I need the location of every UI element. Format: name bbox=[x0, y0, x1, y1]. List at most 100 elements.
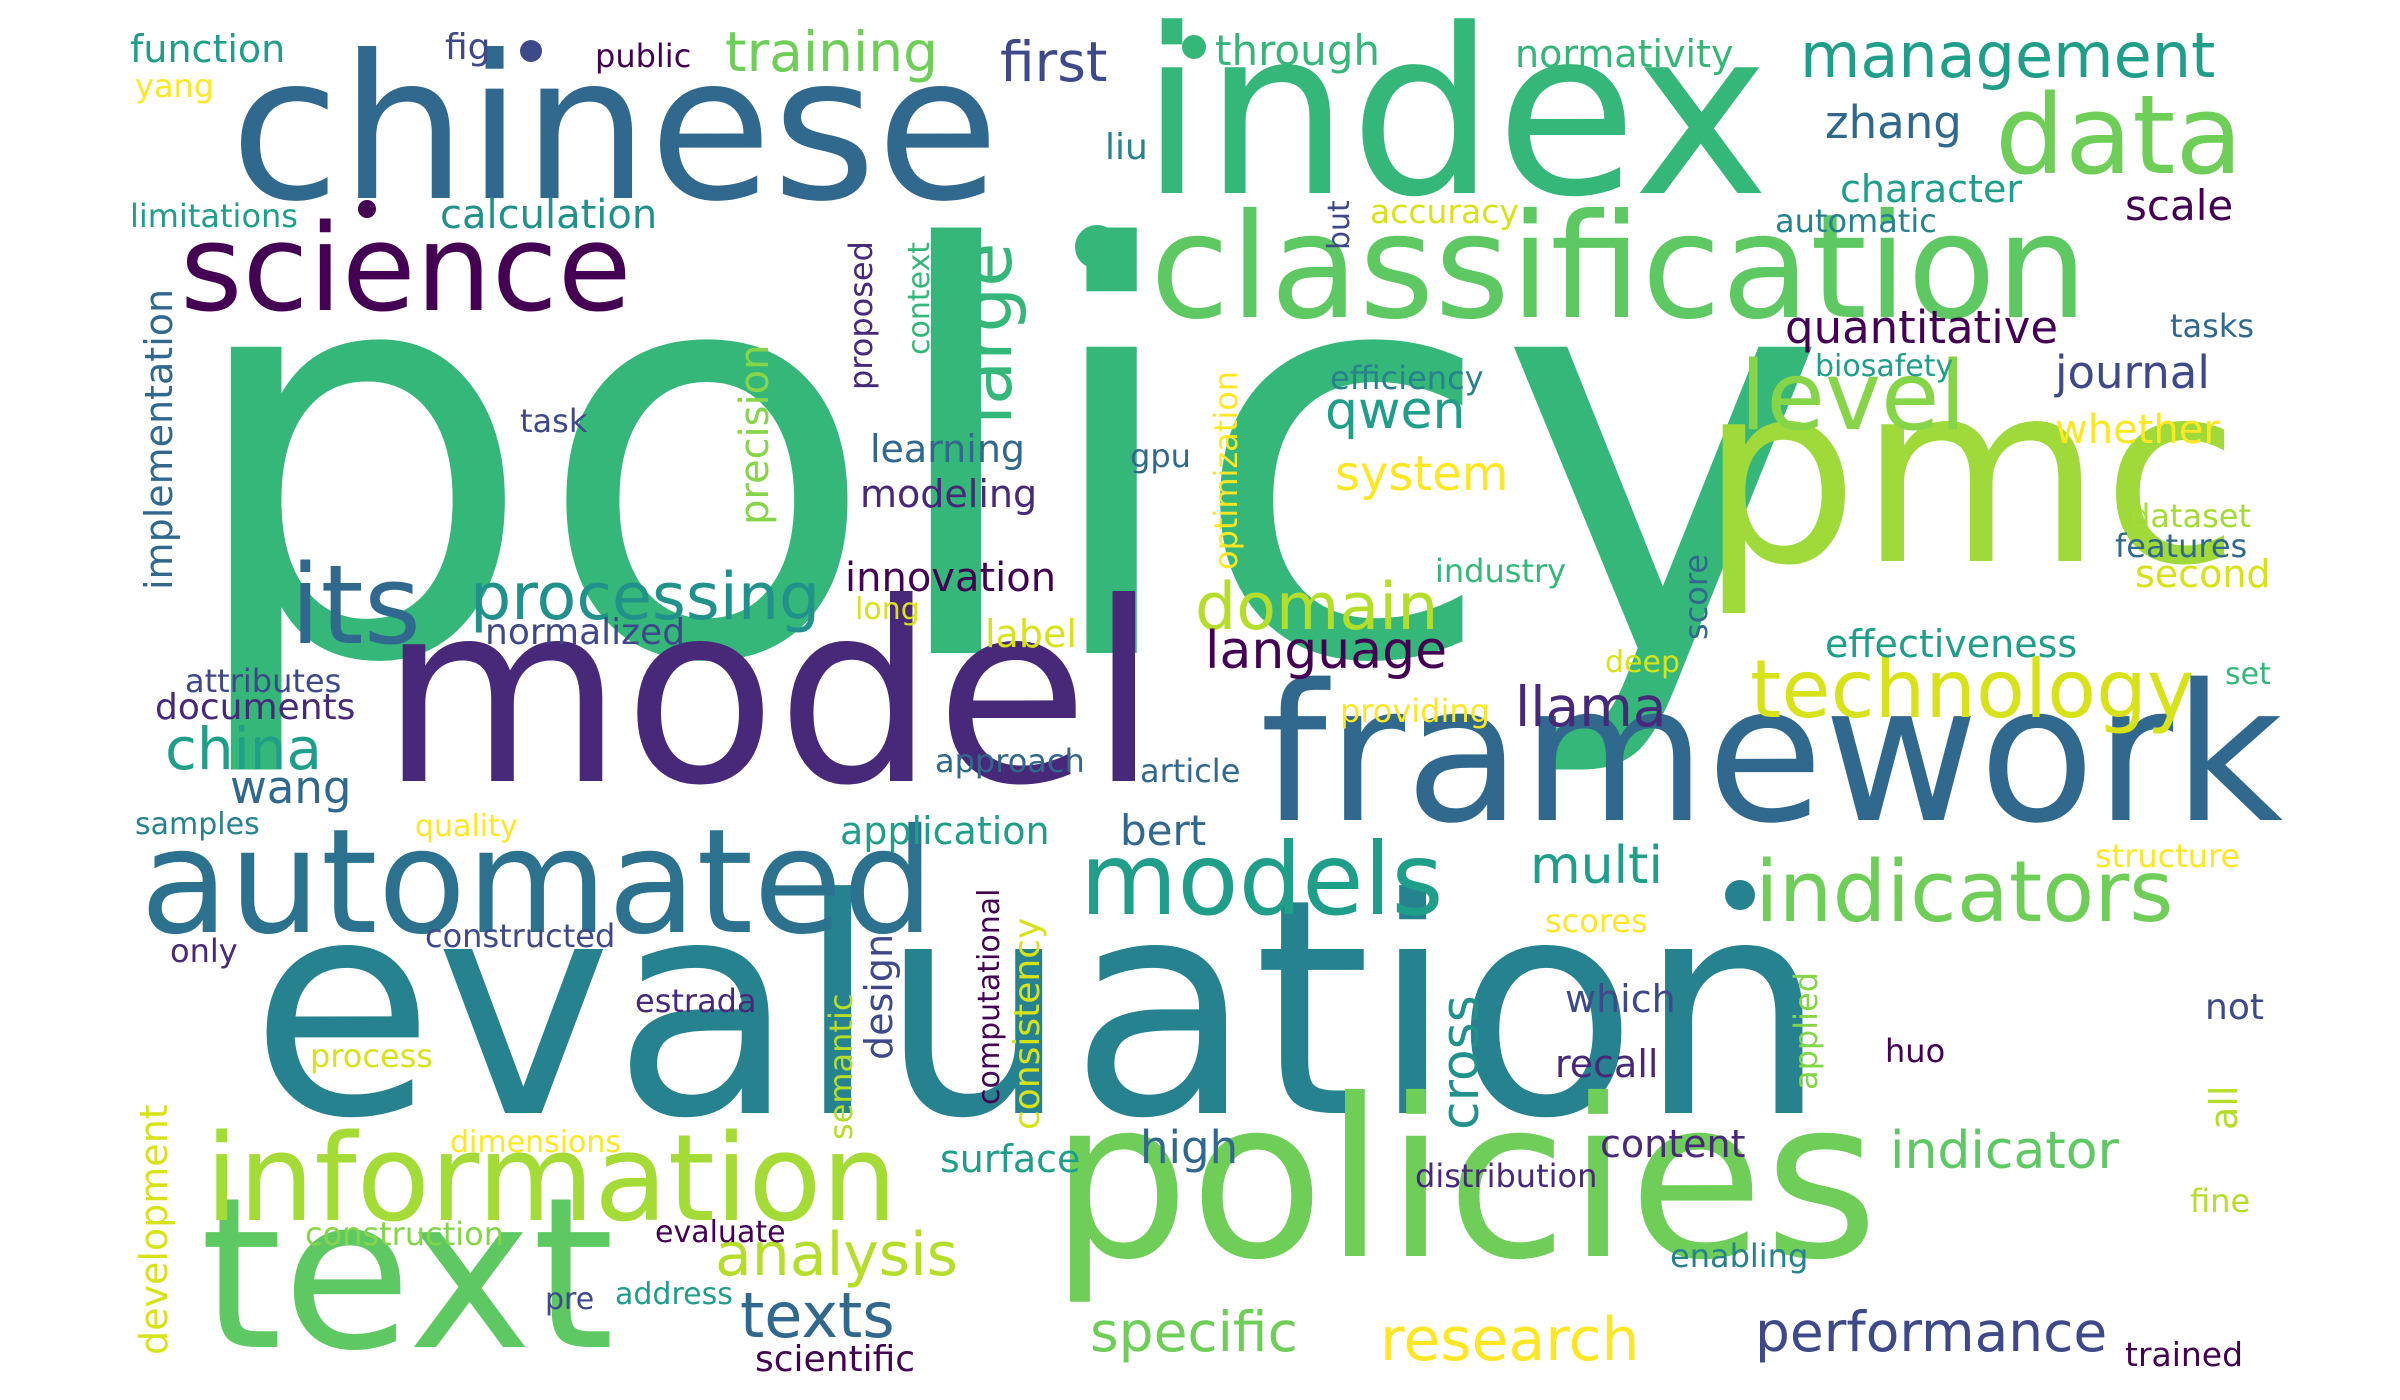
word-scores: scores bbox=[1545, 902, 1648, 940]
word-whether: whether bbox=[2055, 407, 2220, 453]
word-recall: recall bbox=[1555, 1042, 1659, 1086]
word-dimensions: dimensions bbox=[450, 1125, 622, 1160]
word-distribution: distribution bbox=[1415, 1157, 1598, 1195]
word-bert: bert bbox=[1120, 806, 1207, 855]
word-applied: applied bbox=[1787, 971, 1825, 1090]
word-which: which bbox=[1565, 977, 1676, 1021]
word-yang: yang bbox=[135, 67, 215, 105]
word-proposed: proposed bbox=[842, 241, 880, 390]
word-fine: fine bbox=[2190, 1182, 2251, 1220]
word-its: its bbox=[290, 541, 422, 669]
word-llama: llama bbox=[1515, 675, 1667, 739]
word-attributes: attributes bbox=[185, 662, 342, 700]
word-efficiency: efficiency bbox=[1330, 359, 1484, 397]
dot-mark bbox=[358, 200, 376, 218]
word-application: application bbox=[840, 809, 1050, 853]
word-models: models bbox=[1080, 821, 1444, 938]
word-innovation: innovation bbox=[845, 555, 1057, 601]
word-texts: texts bbox=[740, 1279, 895, 1352]
word-surface: surface bbox=[940, 1137, 1081, 1181]
word-normativity: normativity bbox=[1515, 32, 1734, 76]
word-scale: scale bbox=[2125, 181, 2234, 230]
word-industry: industry bbox=[1435, 552, 1567, 590]
word-analysis: analysis bbox=[715, 1220, 958, 1290]
word-journal: journal bbox=[2055, 346, 2210, 399]
word-development: development bbox=[132, 1104, 176, 1355]
word-performance: performance bbox=[1755, 1300, 2108, 1364]
word-china: china bbox=[165, 715, 323, 783]
word-not: not bbox=[2205, 987, 2264, 1028]
word-public: public bbox=[595, 37, 692, 75]
word-semantic: semantic bbox=[822, 993, 860, 1140]
word-level: level bbox=[1740, 342, 1966, 452]
dot-mark bbox=[520, 40, 542, 62]
word-article: article bbox=[1140, 752, 1241, 790]
word-score: score bbox=[1677, 554, 1715, 640]
word-framework: framework bbox=[1260, 644, 2284, 865]
word-calculation: calculation bbox=[440, 192, 658, 238]
word-processing: processing bbox=[470, 560, 821, 635]
word-zhang: zhang bbox=[1825, 96, 1962, 149]
word-biosafety: biosafety bbox=[1815, 349, 1954, 384]
dot-mark bbox=[1182, 35, 1206, 59]
word-normalized: normalized bbox=[485, 612, 686, 653]
word-optimization: optimization bbox=[1207, 370, 1245, 570]
word-task: task bbox=[520, 402, 588, 440]
word-learning: learning bbox=[870, 427, 1026, 471]
word-science: science bbox=[180, 200, 632, 339]
word-information: information bbox=[205, 1110, 898, 1249]
word-structure: structure bbox=[2095, 837, 2241, 875]
word-first: first bbox=[1000, 30, 1108, 94]
word-content: content bbox=[1600, 1122, 1746, 1166]
word-fig: fig bbox=[445, 27, 491, 68]
word-technology: technology bbox=[1750, 643, 2195, 736]
word-character: character bbox=[1840, 167, 2022, 211]
word-domain: domain bbox=[1195, 570, 1439, 645]
word-pre: pre bbox=[545, 1282, 595, 1317]
word-system: system bbox=[1335, 446, 1509, 502]
word-multi: multi bbox=[1530, 836, 1663, 896]
word-quantitative: quantitative bbox=[1785, 301, 2059, 354]
word-construction: construction bbox=[305, 1215, 504, 1253]
word-precision: precision bbox=[732, 344, 778, 525]
word-constructed: constructed bbox=[425, 917, 616, 955]
word-chinese: chinese bbox=[230, 13, 1000, 246]
word-modeling: modeling bbox=[860, 472, 1038, 516]
word-cross: cross bbox=[1431, 995, 1491, 1130]
dot-mark bbox=[1075, 225, 1119, 269]
word-computational: computational bbox=[972, 888, 1007, 1105]
word-deep: deep bbox=[1605, 645, 1680, 680]
word-gpu: gpu bbox=[1130, 437, 1191, 475]
word-indicator: indicator bbox=[1890, 1121, 2119, 1181]
word-dataset: dataset bbox=[2130, 497, 2251, 535]
word-huo: huo bbox=[1885, 1032, 1946, 1070]
word-management: management bbox=[1800, 19, 2216, 92]
dot-mark bbox=[1725, 880, 1755, 910]
word-policy: policy bbox=[180, 134, 1829, 786]
word-policies: policies bbox=[1050, 1052, 1879, 1308]
word-tasks: tasks bbox=[2170, 307, 2255, 345]
word-features: features bbox=[2115, 527, 2248, 565]
word-address: address bbox=[615, 1277, 733, 1312]
word-model: model bbox=[380, 549, 1159, 840]
word-text: text bbox=[200, 1152, 615, 1397]
word-trained: trained bbox=[2125, 1335, 2244, 1374]
word-liu: liu bbox=[1105, 127, 1148, 168]
word-context: context bbox=[902, 241, 937, 355]
word-label: label bbox=[985, 612, 1077, 656]
word-accuracy: accuracy bbox=[1370, 192, 1519, 231]
word-providing: providing bbox=[1340, 692, 1490, 730]
word-high: high bbox=[1140, 1121, 1239, 1174]
word-effectiveness: effectiveness bbox=[1825, 622, 2078, 666]
word-evaluate: evaluate bbox=[655, 1215, 786, 1250]
word-function: function bbox=[130, 27, 286, 71]
word-but: but bbox=[1322, 200, 1357, 250]
word-qwen: qwen bbox=[1325, 381, 1466, 441]
word-implementation: implementation bbox=[137, 288, 181, 590]
word-wang: wang bbox=[230, 761, 352, 814]
word-samples: samples bbox=[135, 807, 260, 842]
word-automated: automated bbox=[140, 798, 935, 967]
word-evaluation: evaluation bbox=[250, 835, 1828, 1184]
word-consistency: consistency bbox=[1007, 917, 1048, 1130]
